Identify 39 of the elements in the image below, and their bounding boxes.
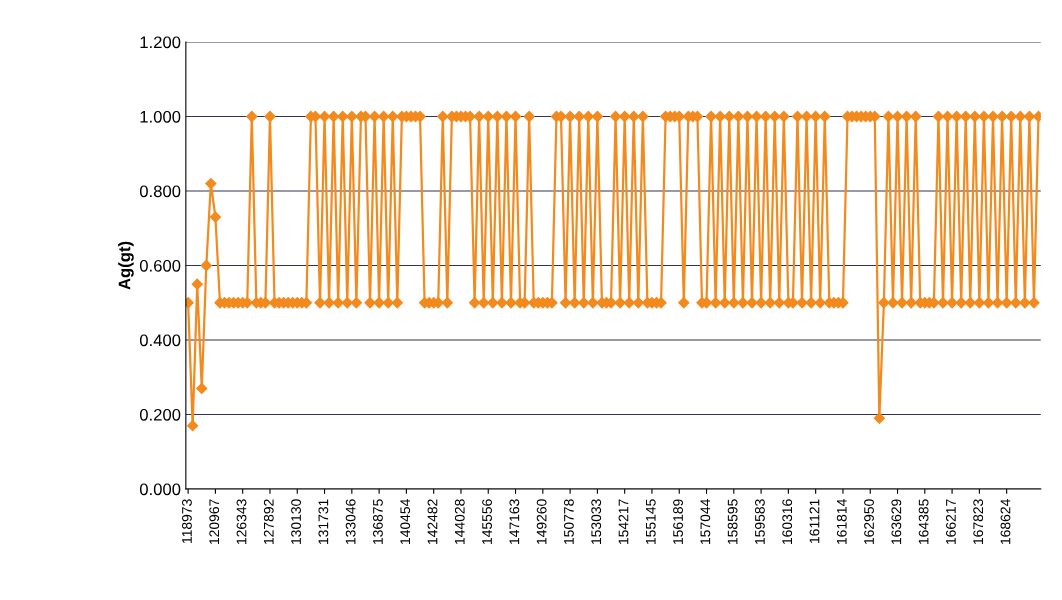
x-tick-label: 156189	[673, 499, 683, 544]
x-tick-label: 160316	[782, 499, 793, 544]
x-tick-label: 161814	[836, 499, 847, 544]
x-tick-label: 150778	[564, 499, 574, 544]
x-tick-label: 145556	[482, 499, 492, 544]
x-tick-label: 158595	[727, 499, 738, 544]
x-tick-label: 133046	[345, 499, 356, 544]
y-tick-label: 0.800	[139, 185, 181, 198]
x-tick-label: 159583	[754, 499, 765, 544]
y-tick-label: 0.200	[139, 408, 181, 421]
x-tick-label: 154217	[618, 499, 629, 544]
y-tick-label: 1.000	[140, 110, 181, 123]
x-tick-label: 168624	[1000, 499, 1011, 544]
x-tick-label: 140454	[400, 499, 411, 544]
x-tick-label: 155145	[645, 499, 656, 544]
x-tick-label: 131731	[318, 499, 329, 544]
x-tick-label: 149260	[536, 499, 547, 544]
x-tick-label: 161121	[809, 499, 820, 543]
x-tick-label: 142482	[427, 499, 438, 544]
y-tick-label: 0.600	[139, 259, 181, 272]
y-axis-title: Ag(gt)	[118, 241, 134, 290]
x-tick-label: 163629	[891, 499, 902, 544]
x-tick-label: 147163	[509, 499, 520, 544]
x-tick-label: 162950	[864, 499, 874, 544]
y-tick-label: 1.200	[140, 36, 181, 49]
x-tick-label: 130130	[291, 499, 301, 544]
x-tick-label: 120967	[209, 499, 220, 544]
x-tick-label: 167823	[973, 499, 984, 544]
y-tick-label: 0.400	[139, 334, 181, 347]
x-tick-label: 144028	[454, 499, 465, 544]
x-tick-label: 166217	[945, 499, 956, 544]
x-tick-label: 157044	[700, 499, 711, 544]
x-tick-label: 127892	[263, 499, 274, 544]
y-tick-label: 0.000	[139, 483, 181, 496]
x-tick-label: 118973	[182, 499, 192, 543]
x-tick-label: 136875	[373, 499, 383, 544]
x-tick-label: 126343	[236, 499, 247, 544]
x-tick-label: 164385	[918, 499, 929, 544]
x-tick-label: 153033	[591, 499, 602, 544]
